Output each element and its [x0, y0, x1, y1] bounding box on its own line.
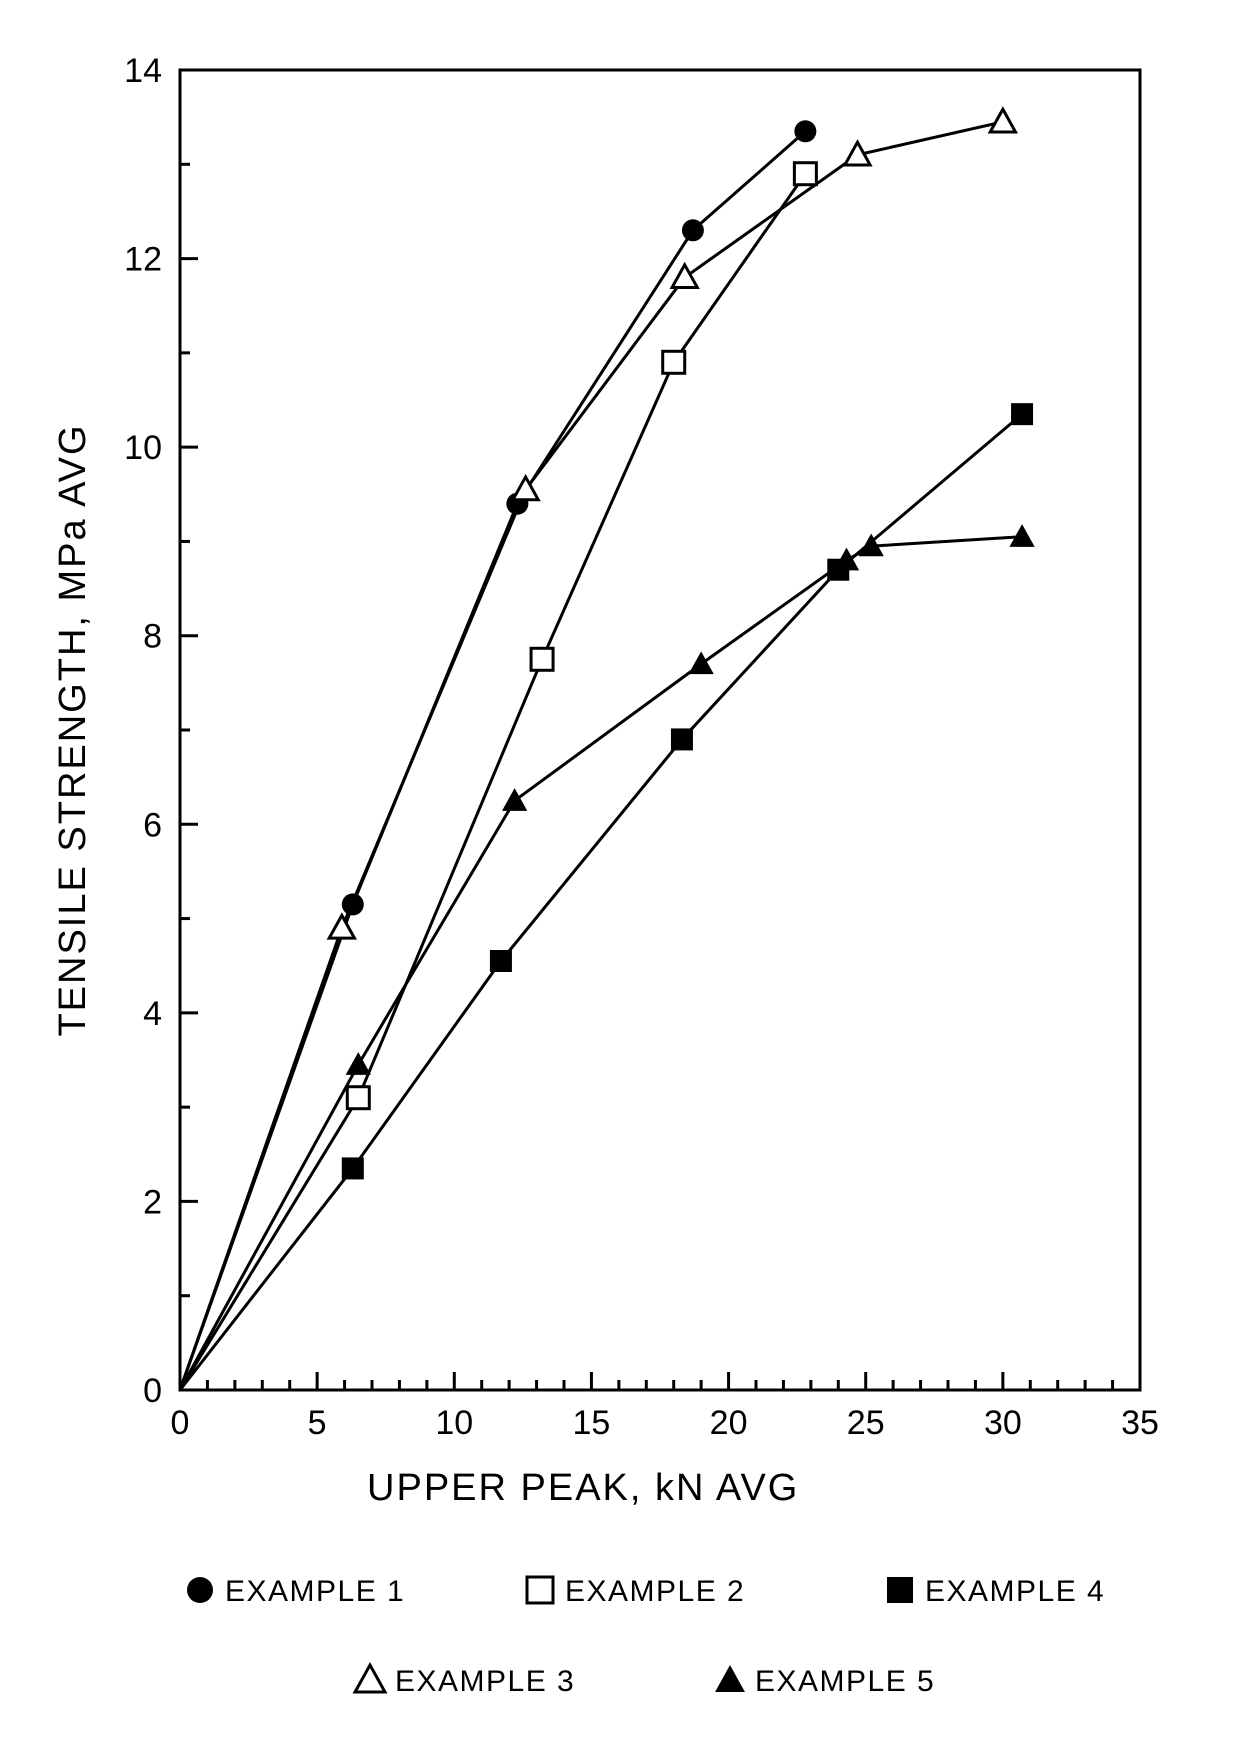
svg-text:10: 10	[435, 1404, 473, 1442]
series-ex3	[180, 109, 1016, 1390]
legend-item-ex4: EXAMPLE 4	[887, 1575, 1105, 1608]
svg-text:10: 10	[124, 429, 162, 467]
svg-text:14: 14	[124, 52, 162, 90]
series-ex4	[180, 403, 1033, 1390]
svg-text:6: 6	[143, 806, 162, 844]
legend-label: EXAMPLE 3	[395, 1665, 575, 1698]
legend-label: EXAMPLE 2	[565, 1575, 745, 1608]
legend-item-ex1: EXAMPLE 1	[187, 1575, 405, 1608]
svg-text:2: 2	[143, 1183, 162, 1221]
svg-text:15: 15	[573, 1404, 611, 1442]
svg-text:30: 30	[984, 1404, 1022, 1442]
legend-label: EXAMPLE 1	[225, 1575, 405, 1608]
tensile-strength-chart: 0 5 10 15 20 25 30 35 0 2 4 6 8 10 12 14 UPPER PEAK, kN …	[0, 0, 1240, 1742]
svg-text:8: 8	[143, 618, 162, 656]
legend-label: EXAMPLE 5	[755, 1665, 935, 1698]
legend-label: EXAMPLE 4	[925, 1575, 1105, 1608]
x-axis-label: UPPER PEAK, kN AVG	[367, 1467, 799, 1509]
svg-text:20: 20	[710, 1404, 748, 1442]
svg-text:0: 0	[171, 1404, 190, 1442]
svg-text:35: 35	[1121, 1404, 1159, 1442]
svg-text:25: 25	[847, 1404, 885, 1442]
series-ex5	[180, 524, 1035, 1390]
svg-text:12: 12	[124, 241, 162, 279]
svg-text:5: 5	[308, 1404, 327, 1442]
y-axis-label: TENSILE STRENGTH, MPa AVG	[52, 423, 94, 1036]
svg-text:0: 0	[143, 1372, 162, 1410]
legend-item-ex3: EXAMPLE 3	[355, 1665, 575, 1698]
series-ex1	[180, 120, 816, 1390]
legend-item-ex2: EXAMPLE 2	[527, 1575, 745, 1608]
svg-text:4: 4	[143, 995, 162, 1033]
series-ex2	[180, 163, 816, 1390]
legend-item-ex5: EXAMPLE 5	[715, 1665, 935, 1698]
